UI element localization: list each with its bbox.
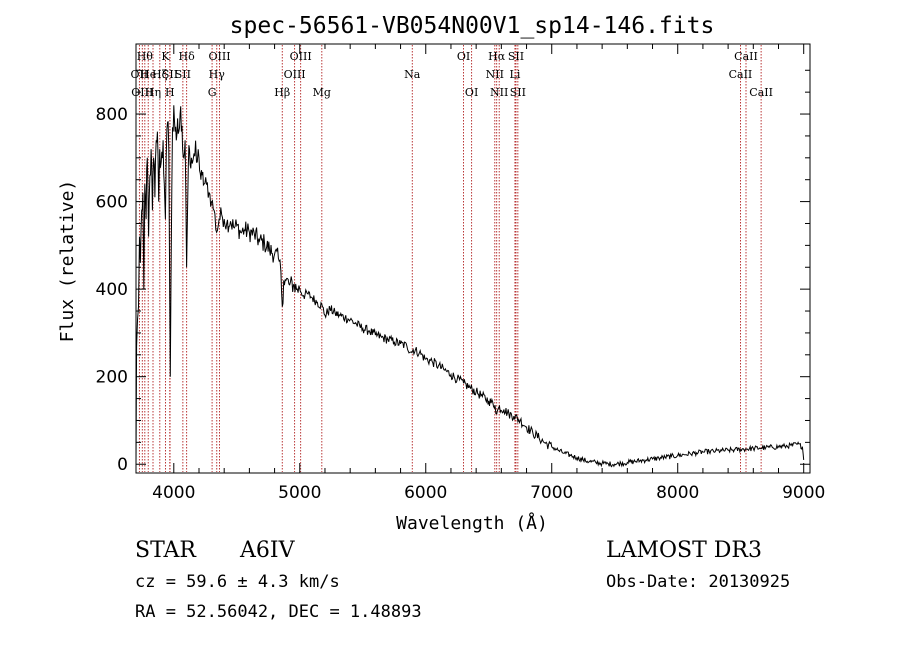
line-marker-label-7: H xyxy=(165,86,175,99)
line-marker-label-13: OIII xyxy=(208,50,230,63)
line-marker-label-26: SII xyxy=(510,86,526,99)
line-marker-label-29: CaII xyxy=(749,86,773,99)
plot-frame xyxy=(135,43,811,474)
x-tick-label-9000: 9000 xyxy=(782,483,825,503)
line-marker-label-14: Hβ xyxy=(274,86,290,99)
line-marker-label-11: G xyxy=(208,86,217,99)
line-marker-label-10: SII xyxy=(175,68,191,81)
x-tick-label-4000: 4000 xyxy=(152,483,195,503)
y-tick-label-200: 200 xyxy=(96,368,128,388)
y-tick-label-0: 0 xyxy=(117,455,128,475)
flux-series-line xyxy=(135,105,805,468)
line-marker-label-21: NII xyxy=(486,68,504,81)
line-marker-label-8: SII xyxy=(162,68,178,81)
line-marker-label-16: OIII xyxy=(290,50,312,63)
y-tick-label-400: 400 xyxy=(96,280,128,300)
chart-title: spec-56561-VB054N00V1_sp14-146.fits xyxy=(230,13,715,39)
line-marker-label-15: OIII xyxy=(284,68,306,81)
line-marker-label-6: K xyxy=(161,50,170,63)
survey-name: LAMOST DR3 xyxy=(606,538,762,563)
x-tick-label-6000: 6000 xyxy=(404,483,447,503)
line-marker-label-1: OIII xyxy=(131,86,153,99)
line-marker-label-12: Hγ xyxy=(209,68,226,81)
object-type: STAR xyxy=(135,538,196,563)
y-axis-label: Flux (relative) xyxy=(57,180,78,343)
line-marker-label-18: Na xyxy=(404,68,421,81)
line-marker-label-17: Mg xyxy=(313,86,331,99)
line-marker-label-24: Li xyxy=(510,68,521,81)
coordinates: RA = 52.56042, DEC = 1.48893 xyxy=(135,602,422,622)
line-marker-label-2: Hθ xyxy=(137,50,154,63)
x-tick-label-8000: 8000 xyxy=(656,483,699,503)
x-tick-label-7000: 7000 xyxy=(530,483,573,503)
line-marker-label-28: CaII xyxy=(734,50,758,63)
line-marker-label-0: OII xyxy=(131,68,149,81)
line-marker-label-5: Hζ xyxy=(152,68,168,81)
line-marker-label-27: CaII xyxy=(729,68,753,81)
y-tick-label-600: 600 xyxy=(96,193,128,213)
line-marker-label-3: He xyxy=(140,68,156,81)
y-axis: 0 200 400 600 800 xyxy=(96,69,810,475)
observation-date: Obs-Date: 20130925 xyxy=(606,572,791,592)
line-marker-label-23: NII xyxy=(490,86,508,99)
x-axis-label: Wavelength (Å) xyxy=(396,512,548,534)
line-marker-labels: OIIOIIIHθHeHηHζKHSIIHδSIIGHγOIIIHβOIIIOI… xyxy=(131,50,773,99)
x-axis: 4000 5000 6000 7000 8000 9000 xyxy=(152,44,825,503)
x-tick-label-5000: 5000 xyxy=(278,483,321,503)
line-marker-label-4: Hη xyxy=(145,86,161,99)
redshift-cz: cz = 59.6 ± 4.3 km/s xyxy=(135,572,340,592)
series-layer xyxy=(135,105,805,468)
line-marker-label-9: Hδ xyxy=(179,50,196,63)
line-marker-label-22: Hα xyxy=(488,50,506,63)
line-marker-label-20: OI xyxy=(465,86,478,99)
line-marker-label-19: OI xyxy=(457,50,470,63)
y-tick-label-800: 800 xyxy=(96,105,128,125)
object-subclass: A6IV xyxy=(240,538,295,563)
line-marker-label-25: SII xyxy=(508,50,524,63)
line-markers xyxy=(138,45,762,472)
